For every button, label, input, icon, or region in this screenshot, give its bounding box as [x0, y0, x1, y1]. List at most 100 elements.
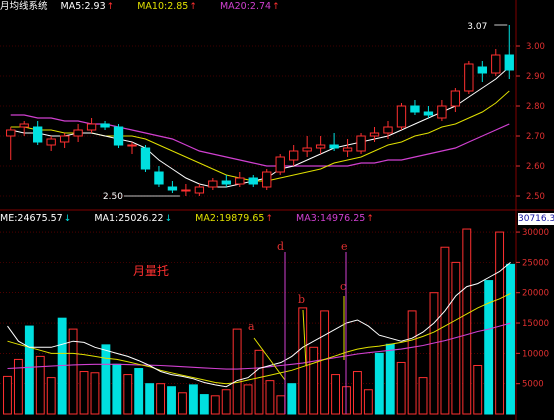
volume-bar: [145, 383, 155, 415]
volume-bar: [363, 389, 373, 415]
volume-bar: [112, 363, 122, 415]
ma10-line: [10, 90, 510, 182]
price-axis-label: 2.50: [526, 192, 545, 202]
volume-bar: [134, 368, 144, 415]
volume-bar: [462, 228, 472, 415]
volume-bar: [374, 352, 384, 415]
candle-body: [154, 171, 164, 185]
volume-bar: [331, 374, 340, 415]
ma1-volume-line: [7, 262, 511, 388]
volume-bar: [396, 361, 406, 415]
candle-body: [491, 54, 501, 74]
candle-body: [464, 63, 474, 92]
candle-body: [504, 54, 514, 71]
low-marker-label: 2.50: [103, 192, 123, 202]
volume-bar: [210, 395, 220, 415]
candle-body: [181, 189, 191, 192]
volume-bar: [407, 310, 417, 415]
volume-bar: [199, 394, 209, 415]
volume-bar: [90, 372, 100, 415]
candle-body: [275, 156, 285, 173]
chart-title: 月均线系统: [0, 1, 48, 12]
volume-bar: [320, 310, 330, 415]
volume-bar: [298, 307, 308, 415]
candle-body: [383, 126, 393, 134]
candle-body: [194, 186, 205, 194]
volume-bar: [352, 371, 362, 415]
volume-bar: [178, 392, 187, 415]
ma2-legend: MA2:19879.65↑: [195, 213, 273, 224]
volume-bar: [309, 346, 319, 415]
volume-bar: [495, 231, 505, 415]
candle-body: [356, 135, 366, 152]
volume-axis-label: 30000: [522, 228, 549, 238]
volume-panel-header: ME:24675.57↓ MA1:25026.22↓ MA2:19879.65↑…: [0, 212, 394, 226]
annotation-letter-b: b: [298, 293, 305, 306]
price-axis-label: 3.00: [526, 42, 545, 52]
candle-body: [235, 177, 245, 185]
ma2-volume-line: [7, 292, 511, 385]
volume-bar: [484, 280, 494, 415]
candle-body: [342, 147, 353, 152]
volume-bar: [68, 328, 78, 415]
volume-bar: [429, 292, 439, 415]
candle-body: [100, 123, 110, 128]
volume-axis-label: 5000: [522, 380, 544, 390]
ma5-legend: MA5:2.93↑: [60, 1, 115, 12]
volume-bar: [232, 328, 242, 415]
candle-body: [19, 123, 29, 128]
candle-body: [127, 144, 137, 147]
candle-body: [369, 132, 380, 137]
candle-body: [410, 105, 420, 113]
volume-bar: [123, 374, 133, 415]
price-axis-label: 2.70: [526, 132, 545, 142]
candle-body: [437, 105, 447, 119]
volume-bar: [473, 364, 483, 415]
annotation-letter-e: e: [341, 240, 348, 253]
price-axis-label: 2.90: [526, 72, 545, 82]
ma3-volume-line: [7, 322, 511, 370]
volume-bar: [35, 355, 45, 415]
volume-bar: [506, 263, 515, 415]
candle-body: [423, 111, 434, 116]
candle-body: [302, 147, 312, 152]
candle-body: [329, 144, 339, 149]
volume-bar: [221, 389, 231, 415]
candle-body: [73, 129, 83, 137]
ma10-legend: MA10:2.85↑: [137, 1, 197, 12]
volume-bar: [156, 383, 166, 415]
candle-body: [86, 123, 97, 131]
me-legend: ME:24675.57↓: [0, 213, 72, 224]
candle-body: [167, 186, 178, 191]
ma1-legend: MA1:25026.22↓: [94, 213, 173, 224]
candle-body: [248, 177, 258, 185]
annotation-letter-a: a: [248, 320, 255, 333]
ma20-legend: MA20:2.74↑: [219, 1, 280, 12]
candle-body: [477, 66, 487, 74]
candle-body: [289, 150, 299, 161]
volume-axis-label: 25000: [522, 258, 549, 268]
volume-bar: [101, 344, 111, 415]
price-axis-label: 2.60: [526, 162, 545, 172]
candle-body: [396, 105, 407, 128]
volume-bar: [79, 371, 89, 415]
ma20-line: [10, 114, 510, 167]
candle-body: [315, 144, 326, 149]
volume-bar: [254, 349, 264, 415]
volume-bar: [265, 380, 275, 415]
candle-body: [113, 126, 124, 146]
candle-body: [221, 180, 231, 185]
volume-bar: [243, 384, 253, 415]
candle-body: [208, 180, 218, 188]
candle-body: [262, 171, 272, 188]
volume-support-annotation: 月量托: [133, 264, 170, 278]
volume-bar: [3, 375, 12, 415]
volume-bar: [418, 377, 428, 415]
candle-body: [59, 135, 70, 143]
annotation-letter-d: d: [277, 240, 284, 253]
ma3-legend: MA3:14976.25↑: [296, 213, 374, 224]
volume-bar: [188, 384, 198, 415]
volume-top-badge: 30716.3: [518, 213, 554, 225]
